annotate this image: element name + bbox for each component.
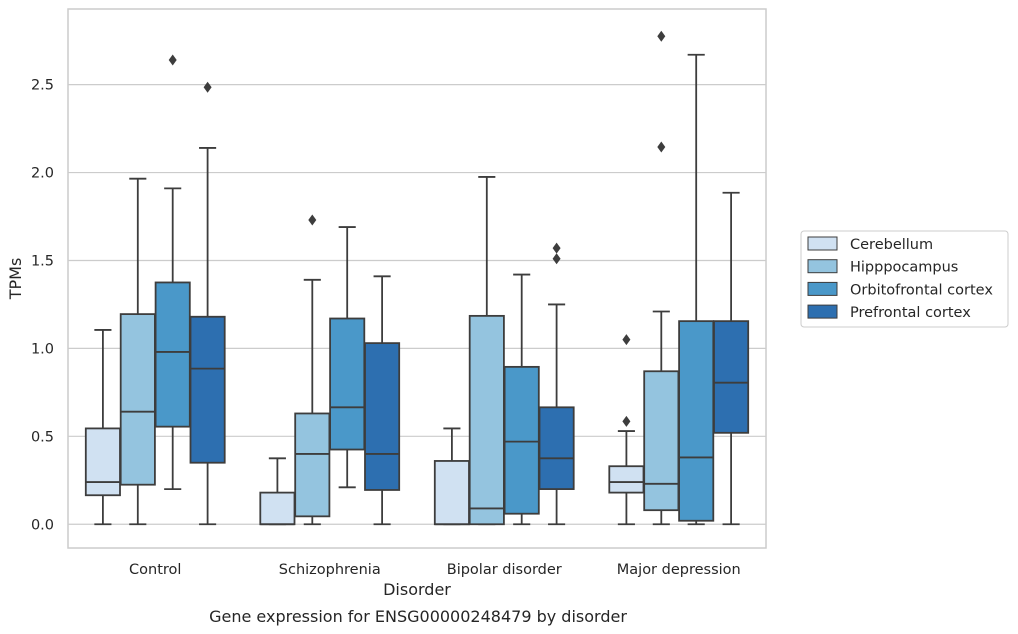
box-iqr [189, 315, 226, 464]
x-tick-label: Bipolar disorder [447, 562, 562, 578]
box-orbitofrontal-cortex [154, 54, 191, 490]
box-iqr [608, 465, 645, 494]
y-tick-label: 2.5 [31, 78, 54, 94]
legend-label: Orbitofrontal cortex [850, 282, 993, 298]
box-iqr [503, 365, 540, 515]
box-cerebellum [608, 334, 645, 526]
legend-frame [800, 230, 1009, 328]
box-iqr [538, 406, 575, 490]
legend-swatch [807, 304, 838, 319]
y-tick-label: 2.0 [31, 166, 54, 182]
y-tick-label: 0.0 [31, 517, 54, 533]
x-axis-label: Disorder [383, 580, 451, 599]
plot-frame [67, 8, 767, 549]
outlier-point [657, 141, 666, 153]
outlier-point [622, 334, 631, 346]
box-hipppocampus [119, 177, 156, 526]
outlier-point [308, 214, 317, 226]
outlier-point [203, 81, 212, 93]
box-prefrontal-cortex [713, 191, 750, 526]
box-orbitofrontal-cortex [329, 226, 366, 489]
box-cerebellum [259, 457, 296, 526]
box-iqr [364, 342, 401, 491]
x-tick-label: Control [129, 562, 181, 578]
box-hipppocampus [468, 176, 505, 526]
box-hipppocampus [294, 214, 331, 526]
y-tick-labels: 0.0 0.5 1.0 1.5 2.0 2.5 [31, 78, 54, 534]
x-tick-label: Schizophrenia [279, 562, 381, 578]
box-groups [84, 30, 750, 526]
box-iqr [468, 314, 505, 526]
box-iqr [259, 491, 296, 526]
legend-label: Prefrontal cortex [850, 305, 971, 321]
box-iqr [678, 320, 715, 522]
box-iqr [713, 320, 750, 434]
y-tick-label: 1.0 [31, 341, 54, 357]
y-tick-label: 1.5 [31, 253, 54, 269]
chart-caption: Gene expression for ENSG00000248479 by d… [209, 607, 627, 626]
box-iqr [294, 412, 331, 518]
y-tick-label: 0.5 [31, 429, 54, 445]
box-orbitofrontal-cortex [678, 53, 715, 526]
x-tick-labels: Control Schizophrenia Bipolar disorder Majo… [129, 562, 741, 578]
outlier-point [552, 253, 561, 265]
y-axis-label: TPMs [6, 258, 25, 301]
box-cerebellum [433, 427, 470, 526]
outlier-point [552, 242, 561, 254]
box-prefrontal-cortex [189, 81, 226, 526]
legend-label: Hipppocampus [850, 260, 958, 276]
legend-label: Cerebellum [850, 237, 933, 253]
legend-swatch [807, 259, 838, 274]
box-prefrontal-cortex [538, 242, 575, 526]
outlier-point [168, 54, 177, 66]
legend-swatch [807, 281, 838, 296]
box-iqr [643, 370, 680, 512]
outlier-point [622, 415, 631, 427]
legend-swatch [807, 236, 838, 251]
outlier-point [657, 30, 666, 42]
box-iqr [84, 427, 121, 497]
box-prefrontal-cortex [364, 275, 401, 526]
box-iqr [119, 313, 156, 486]
box-orbitofrontal-cortex [503, 273, 540, 526]
box-hipppocampus [643, 30, 680, 526]
legend: Cerebellum Hipppocampus Orbitofrontal cort… [800, 230, 1009, 328]
box-cerebellum [84, 329, 121, 526]
box-iqr [329, 317, 366, 451]
x-tick-label: Major depression [617, 562, 741, 578]
box-iqr [154, 281, 191, 428]
box-iqr [433, 460, 470, 526]
